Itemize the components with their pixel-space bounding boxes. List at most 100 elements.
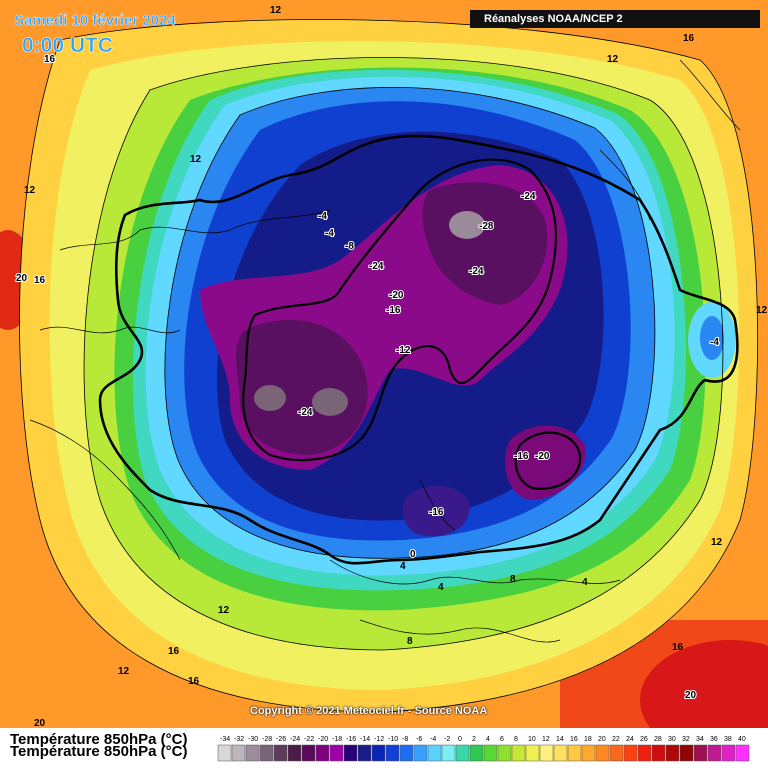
scale-swatch — [231, 744, 246, 762]
scale-swatch — [469, 744, 484, 762]
copyright-notice: Copyright © 2021 Meteociel.fr - Source N… — [250, 705, 488, 717]
scale-tick-label: -26 — [276, 736, 286, 743]
scale-swatch — [665, 744, 680, 762]
scale-tick-label: 14 — [556, 736, 564, 743]
isotherm-4 — [83, 57, 724, 651]
scale-tick-label: 26 — [640, 736, 648, 743]
scale-tick-label: -24 — [290, 736, 300, 743]
map-date-title: Samedi 10 février 2024 — [14, 12, 176, 29]
core-m24-b — [422, 182, 548, 305]
scale-tick-label: 6 — [500, 736, 504, 743]
scale-swatch — [539, 744, 554, 762]
scale-swatch — [595, 744, 610, 762]
variable-title-duplicate: Température 850hPa (°C) — [10, 743, 188, 760]
scale-swatch — [581, 744, 596, 762]
scale-swatch — [693, 744, 708, 762]
scale-tick-label: 34 — [696, 736, 704, 743]
scale-tick-label: -14 — [360, 736, 370, 743]
scale-tick-label: 12 — [542, 736, 550, 743]
scale-swatch — [525, 744, 540, 762]
scale-swatch — [329, 744, 344, 762]
scale-tick-label: -28 — [262, 736, 272, 743]
scale-tick-label: 38 — [724, 736, 732, 743]
scale-swatch — [735, 744, 750, 762]
color-scale-swatches — [217, 744, 750, 762]
scale-swatch — [609, 744, 624, 762]
map-label: 12 — [270, 5, 282, 16]
scale-tick-label: -4 — [430, 736, 436, 743]
map-label: -20 — [535, 451, 550, 462]
map-label: 12 — [756, 305, 768, 316]
scale-tick-label: 18 — [584, 736, 592, 743]
scale-swatch — [413, 744, 428, 762]
scale-tick-label: 24 — [626, 736, 634, 743]
isotherm-m20 — [242, 158, 558, 462]
scale-swatch — [399, 744, 414, 762]
scale-tick-label: 28 — [654, 736, 662, 743]
map-label: -20 — [389, 290, 404, 301]
scale-swatch — [455, 744, 470, 762]
scale-tick-label: 30 — [668, 736, 676, 743]
color-scale: -34 -32 -30 -28 -26 -24 -22 -20 -18 -16 -14 -12 -10-… — [217, 736, 750, 762]
scale-swatch — [567, 744, 582, 762]
map-label: 20 — [34, 718, 46, 728]
map-label: 20 — [685, 690, 697, 701]
map-label: 0 — [410, 549, 416, 560]
scale-tick-label: -32 — [234, 736, 244, 743]
map-label: 16 — [672, 642, 684, 653]
scale-tick-label: -12 — [374, 736, 384, 743]
map-label: 4 — [438, 582, 444, 593]
variable-title: Température 850hPa (°C) — [10, 731, 188, 748]
map-label: 16 — [168, 646, 180, 657]
scale-tick-label: 22 — [612, 736, 620, 743]
map-label: -16 — [386, 305, 401, 316]
cold-blob-east-core — [700, 316, 724, 360]
scale-swatch — [651, 744, 666, 762]
scale-swatch — [371, 744, 386, 762]
scale-tick-label: -6 — [416, 736, 422, 743]
scale-swatch — [217, 744, 232, 762]
map-label: 16 — [34, 275, 46, 286]
scale-swatch — [245, 744, 260, 762]
map-label: 8 — [407, 636, 413, 647]
scale-tick-label: 16 — [570, 736, 578, 743]
map-label: -4 — [325, 228, 334, 239]
core-m24-a — [236, 320, 368, 455]
map-label: -24 — [469, 266, 484, 277]
map-label: 12 — [118, 666, 130, 677]
map-label: 12 — [607, 54, 619, 65]
scale-tick-label: 4 — [486, 736, 490, 743]
map-label: 12 — [190, 154, 202, 165]
scale-tick-label: 36 — [710, 736, 718, 743]
scale-tick-label: -34 — [220, 736, 230, 743]
map-label: -24 — [298, 407, 313, 418]
source-badge: Réanalyses NOAA/NCEP 2 — [470, 10, 760, 28]
scale-swatch — [259, 744, 274, 762]
scale-tick-label: -20 — [318, 736, 328, 743]
map-label: -24 — [369, 261, 384, 272]
scale-swatch — [287, 744, 302, 762]
map-time-title: 0:00 UTC — [22, 34, 114, 58]
scale-tick-label: -8 — [402, 736, 408, 743]
scale-swatch — [441, 744, 456, 762]
core-m16-scand — [403, 485, 470, 537]
scale-swatch — [483, 744, 498, 762]
map-label: -16 — [514, 451, 529, 462]
scale-swatch — [315, 744, 330, 762]
scale-tick-label: -22 — [304, 736, 314, 743]
temperature-map: 12 16 16 12 12 12 20 16 -4 -4 -8 -24 -28… — [0, 0, 768, 728]
map-label: 8 — [510, 574, 516, 585]
isotherm-12 — [19, 19, 759, 713]
map-label: -28 — [479, 221, 494, 232]
scale-swatch — [721, 744, 736, 762]
map-label: 16 — [44, 54, 56, 65]
isotherm-0 — [98, 134, 739, 565]
scale-swatch — [511, 744, 526, 762]
map-label: 12 — [24, 185, 36, 196]
core-m28-a — [449, 211, 485, 239]
map-label: -8 — [345, 241, 354, 252]
scale-tick-label: -2 — [444, 736, 450, 743]
scale-tick-label: 0 — [458, 736, 462, 743]
scale-tick-label: 10 — [528, 736, 536, 743]
